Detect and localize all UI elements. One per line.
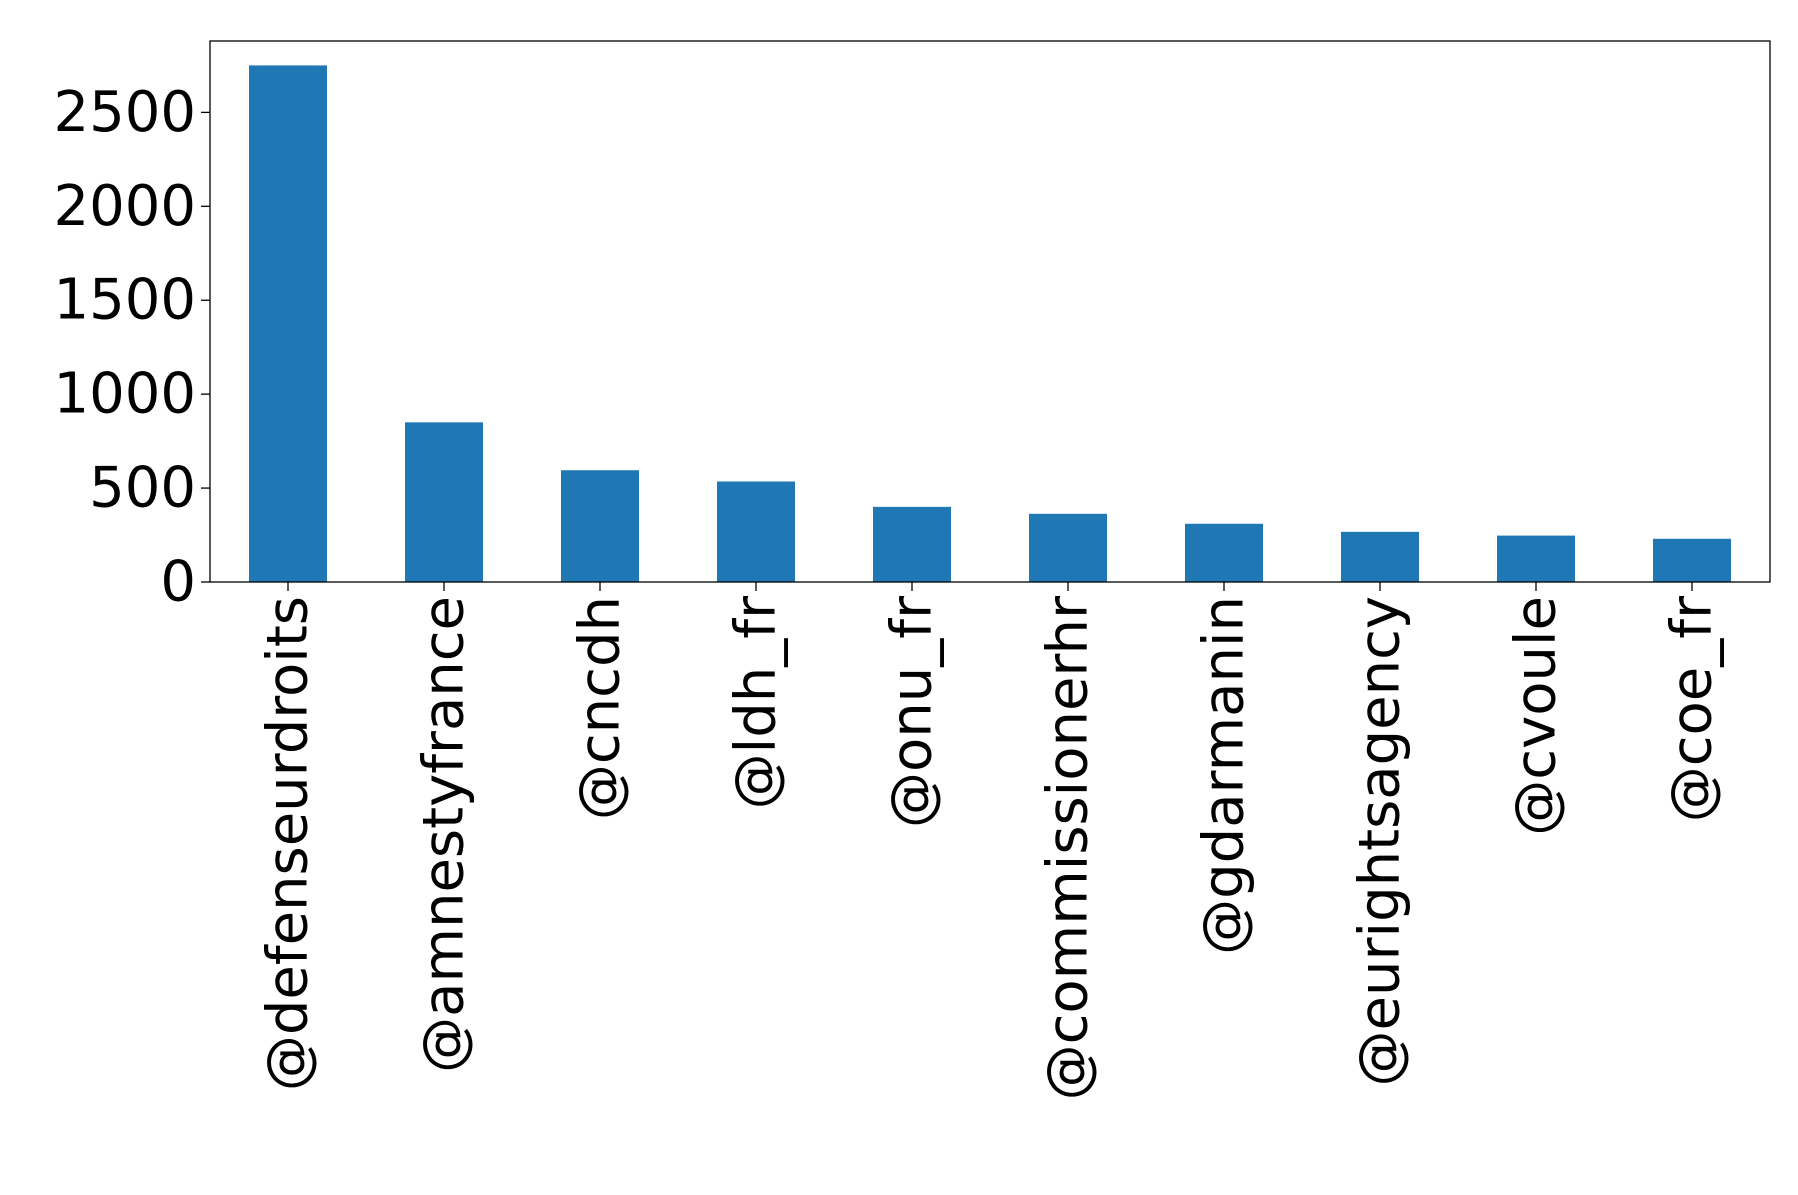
bar-ldh_fr [717, 481, 795, 582]
bars-group [249, 65, 1731, 583]
y-axis: 0 500 1000 1500 2000 2500 [53, 80, 210, 615]
x-tick-label: @onu_fr [880, 595, 945, 828]
x-tick-label: @cvoule [1504, 596, 1569, 836]
x-tick-label: @ldh_fr [724, 595, 789, 809]
bar-commissionerhr [1029, 513, 1107, 582]
bar-cncdh [561, 470, 639, 582]
y-tick-label: 1000 [53, 362, 196, 427]
y-tick-label: 2000 [53, 174, 196, 239]
y-tick-label: 0 [160, 550, 196, 615]
x-tick-label: @defenseurdroits [256, 596, 321, 1091]
plot-frame [209, 40, 1771, 583]
x-tick-label: @commissionerhr [1036, 595, 1101, 1100]
bar-eurightsagency [1341, 531, 1419, 582]
x-tick-label: @gdarmanin [1192, 596, 1257, 955]
bar-cvoule [1497, 535, 1575, 582]
y-tick-label: 1500 [53, 268, 196, 333]
x-tick-label: @eurightsagency [1348, 596, 1413, 1086]
x-axis: @defenseurdroits @amnestyfrance @cncdh @ldh… [256, 582, 1725, 1100]
bar-defenseurdroits [249, 65, 327, 583]
x-tick-label: @amnestyfrance [412, 596, 477, 1073]
bar-amnestyfrance [405, 422, 483, 582]
y-tick-label: 2500 [53, 80, 196, 145]
x-tick-label: @coe_fr [1660, 595, 1725, 822]
bar-gdarmanin [1185, 523, 1263, 582]
x-tick-label: @cncdh [568, 596, 633, 820]
bar-coe_fr [1653, 538, 1731, 582]
bar-onu_fr [873, 506, 951, 582]
y-tick-label: 500 [89, 456, 196, 521]
